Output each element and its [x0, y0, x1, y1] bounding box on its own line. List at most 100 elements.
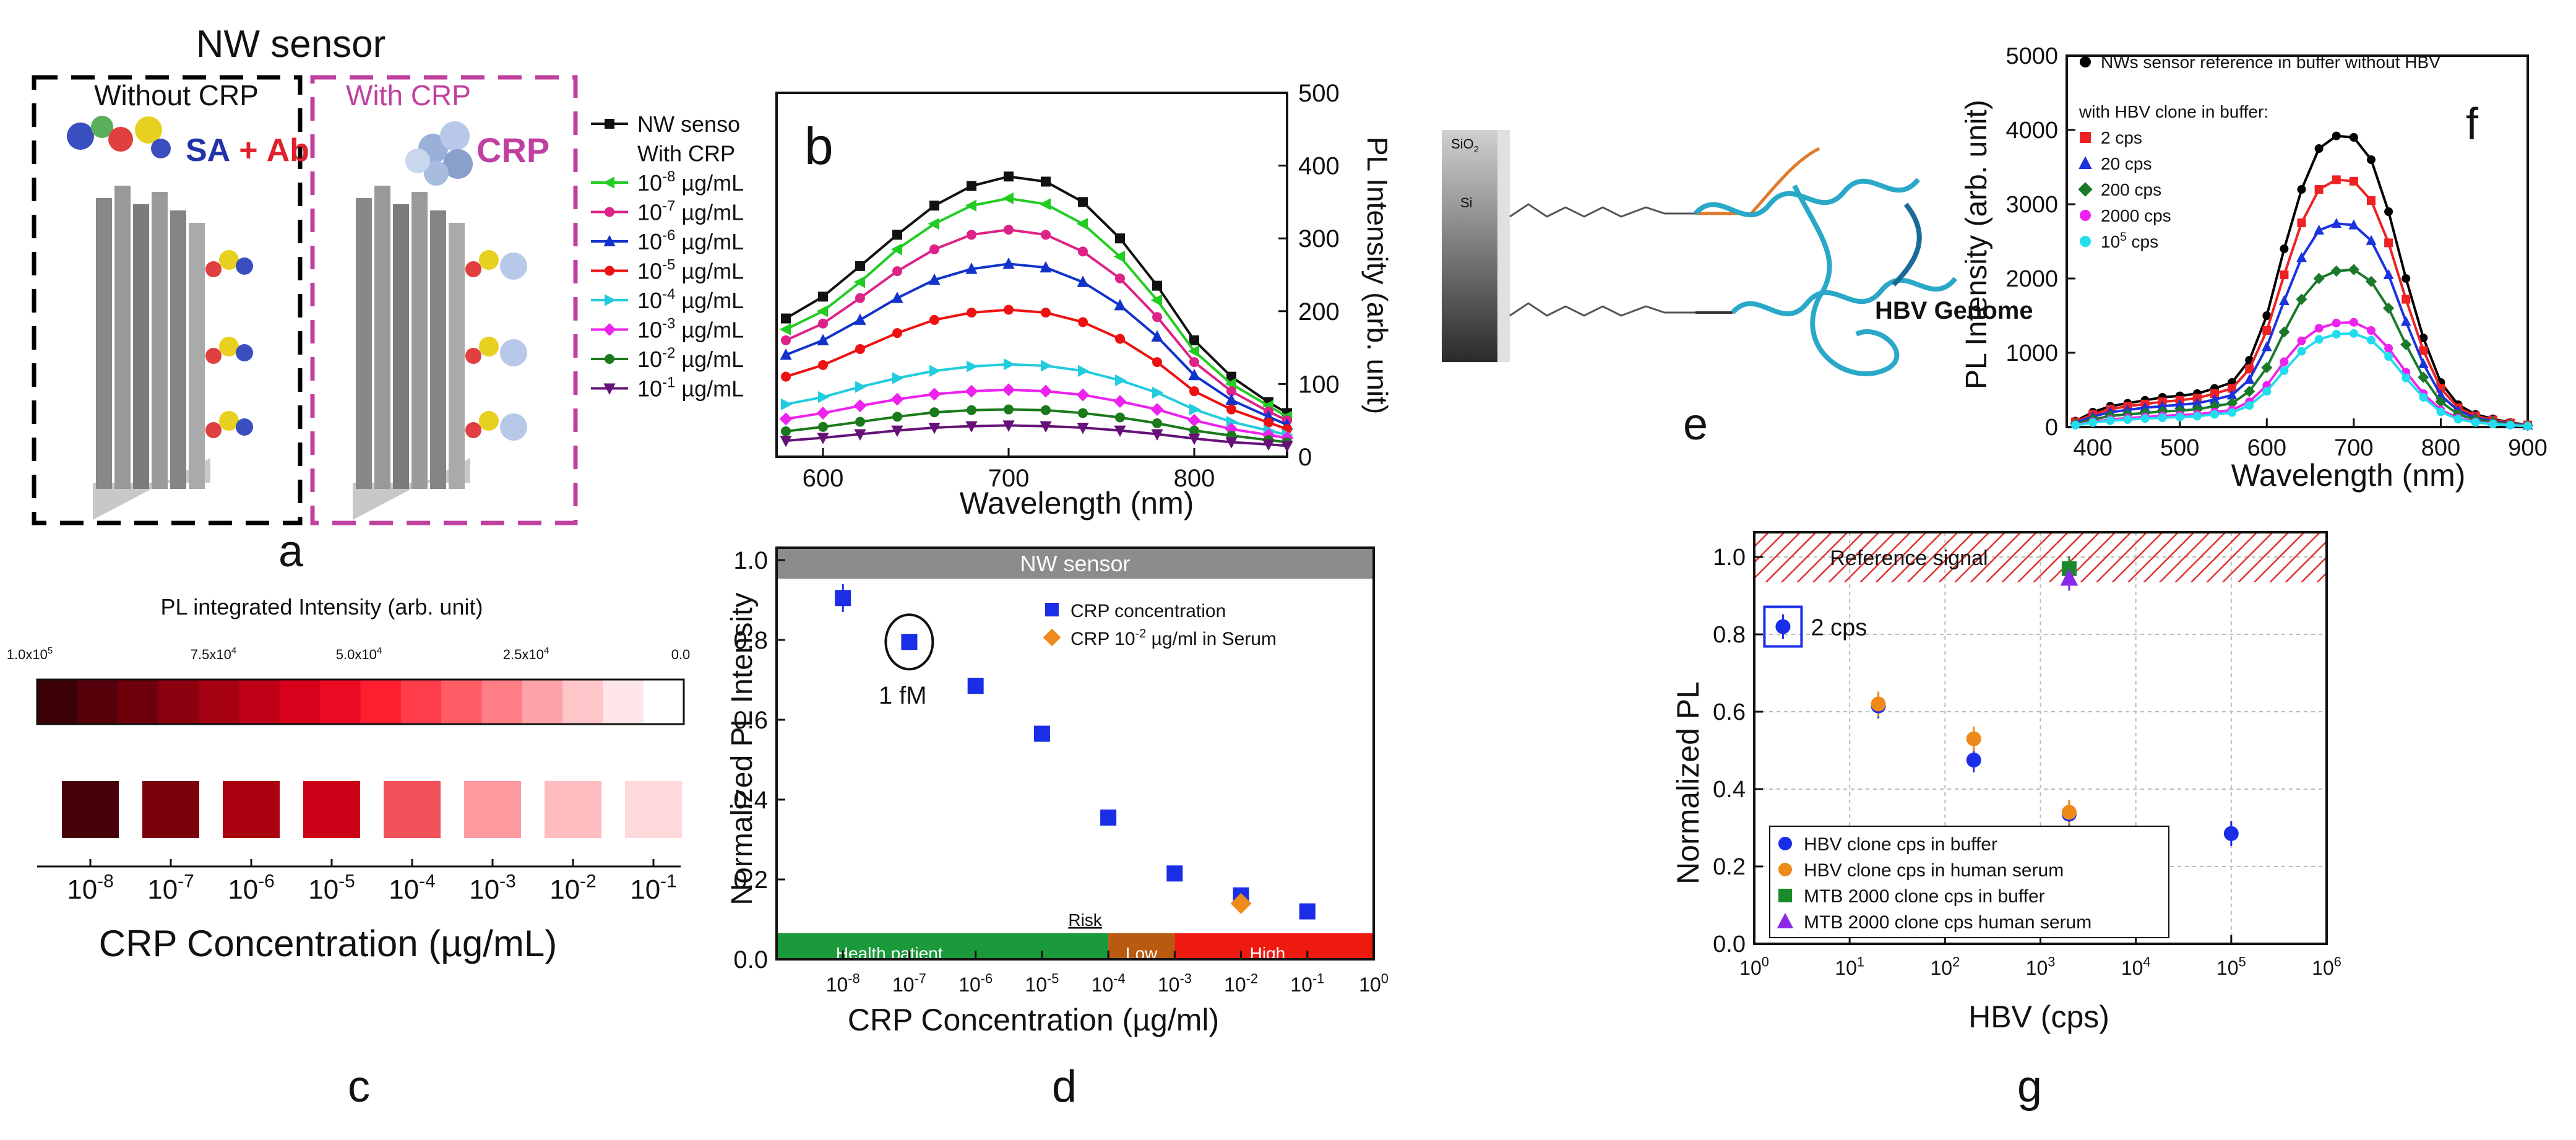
panel-f-point	[2313, 272, 2325, 285]
panel-f-xlabel: Wavelength (nm)	[2231, 458, 2466, 493]
panel-f-point	[2297, 185, 2306, 194]
panel-b-point	[781, 313, 791, 324]
panel-b-point	[965, 421, 978, 433]
panel-f-point	[2331, 218, 2342, 228]
panel-f-point	[2175, 412, 2184, 421]
swatch-label: 10-2	[549, 871, 597, 905]
panel-f-point	[2297, 336, 2306, 345]
sio2-layer	[1497, 130, 1510, 362]
panel-f-point	[2402, 373, 2411, 382]
colorbar-cell	[522, 680, 564, 724]
panel-f-point	[2419, 334, 2428, 342]
panel-f-point	[2349, 133, 2358, 142]
panel-b-point	[854, 429, 866, 441]
panel-b-xtick-label: 700	[988, 465, 1030, 492]
colorbar-tick-1: 1.0x105	[7, 646, 53, 662]
reference-signal-label: Reference signal	[1830, 546, 1988, 570]
panel-b-point	[1189, 386, 1199, 397]
with-crp-box	[310, 75, 578, 525]
panel-f-point	[2314, 185, 2324, 194]
panel-b-point	[891, 425, 903, 438]
panel-d-xtick-label: 10-2	[1224, 971, 1258, 996]
panel-d-legend-marker	[1045, 603, 1059, 616]
panel-f-point	[2174, 399, 2186, 409]
panel-f-series-line	[2075, 134, 2528, 426]
panel-b-point	[781, 335, 791, 345]
colorbar-frame	[36, 678, 685, 725]
panel-b-point	[890, 392, 904, 406]
panel-f-point	[2402, 295, 2411, 304]
panel-f-point	[2349, 176, 2358, 186]
panel-b-point	[779, 323, 791, 335]
colorbar-ticks: 1.0x105 7.5x104 5.0x104 2.5x104 0.0	[7, 646, 691, 662]
panel-g-legend-label: HBV clone cps in human serum	[1804, 860, 2064, 881]
panel-f-point	[2383, 269, 2394, 279]
panel-f-legend-label: 2000 cps	[2101, 206, 2171, 225]
panel-b-legend-marker	[605, 119, 614, 129]
panel-f-letter: f	[2466, 100, 2479, 149]
panel-f-point	[2523, 421, 2532, 431]
panel-b-point	[1262, 439, 1275, 451]
panel-f-xtick-label: 800	[2421, 435, 2460, 461]
panel-b-point	[1113, 395, 1127, 408]
panel-a-title: NW sensor	[196, 23, 386, 66]
panel-b-point	[1188, 368, 1200, 381]
colorbar-cell	[279, 680, 321, 724]
panel-b-point	[1078, 317, 1088, 327]
panel-f-point	[2332, 175, 2341, 184]
swatch-label: 10-4	[389, 871, 436, 905]
swatch-label: 10-3	[469, 871, 516, 905]
panel-f-legend-label: 2 cps	[2101, 128, 2142, 147]
panel-f-point	[2174, 405, 2186, 417]
colorbar-cell	[239, 680, 280, 724]
panel-b-legend-label: With CRP	[637, 141, 735, 166]
panel-d-ytick-label: 0.0	[733, 946, 768, 974]
panel-b-point	[1077, 422, 1089, 434]
panel-b-legend-label: 10-6 µg/mL	[637, 227, 744, 254]
panel-b-ytick-label: 200	[1298, 298, 1340, 326]
band-health	[777, 933, 1109, 959]
panel-b-point	[1189, 403, 1201, 416]
panel-f-point	[2488, 420, 2497, 429]
panel-b-point	[853, 399, 867, 413]
panel-f-point	[2245, 401, 2254, 410]
panel-f-ylabel: PL Intensity (arb. unit)	[1960, 100, 1993, 389]
panel-d-header-bar	[777, 548, 1374, 579]
panel-b-series-line	[785, 197, 1288, 418]
panel-g-point	[2060, 568, 2078, 586]
panel-b-point	[1189, 357, 1199, 368]
panel-d-ytick-label: 0.8	[733, 627, 768, 654]
panel-d-xtick-label: 10-3	[1158, 971, 1192, 996]
panel-d-plot-frame	[775, 546, 1375, 961]
ab-text: Ab	[267, 132, 309, 168]
panel-b-legend-label: 10-1 µg/mL	[637, 374, 744, 402]
panel-b-point	[965, 262, 978, 274]
panel-b-point	[1281, 441, 1293, 452]
panel-d-ytick-label: 0.6	[733, 707, 768, 734]
panel-b-point	[781, 371, 791, 382]
panel-a: NW sensor Without CRP With CRP SA + Ab CRP	[32, 23, 578, 576]
panel-b-point	[855, 293, 865, 303]
panel-b-legend-marker	[603, 323, 616, 336]
panel-g-point	[2223, 826, 2239, 841]
panel-g-legend-marker	[1777, 912, 1794, 928]
panel-g-legend-label: MTB 2000 clone cps human serum	[1804, 912, 2091, 933]
panel-f-point	[2314, 224, 2325, 235]
panel-b-xtick-label: 600	[803, 465, 844, 492]
panel-f-legend-marker	[2078, 156, 2092, 169]
panel-b-legend-marker	[603, 383, 616, 395]
panel-d-legend-label: CRP 10-2 µg/ml in Serum	[1070, 627, 1277, 649]
panel-f-point	[2226, 389, 2238, 400]
panel-f-point	[2297, 218, 2306, 227]
without-crp-box	[32, 75, 303, 525]
panel-b-point	[1076, 388, 1090, 402]
panel-d-point	[1299, 903, 1316, 920]
panel-f-point	[2244, 386, 2255, 397]
panel-b-chart: b Wavelength (nm) PL Intensity (arb. uni…	[775, 80, 1394, 520]
panel-d-xlabel: CRP Concentration (µg/ml)	[848, 1003, 1219, 1037]
panel-f-point	[2262, 387, 2272, 396]
panel-b-point	[892, 230, 902, 240]
panel-b-point	[1004, 304, 1014, 315]
panel-b-ylabel: PL Intensity (arb. unit)	[1361, 137, 1394, 414]
